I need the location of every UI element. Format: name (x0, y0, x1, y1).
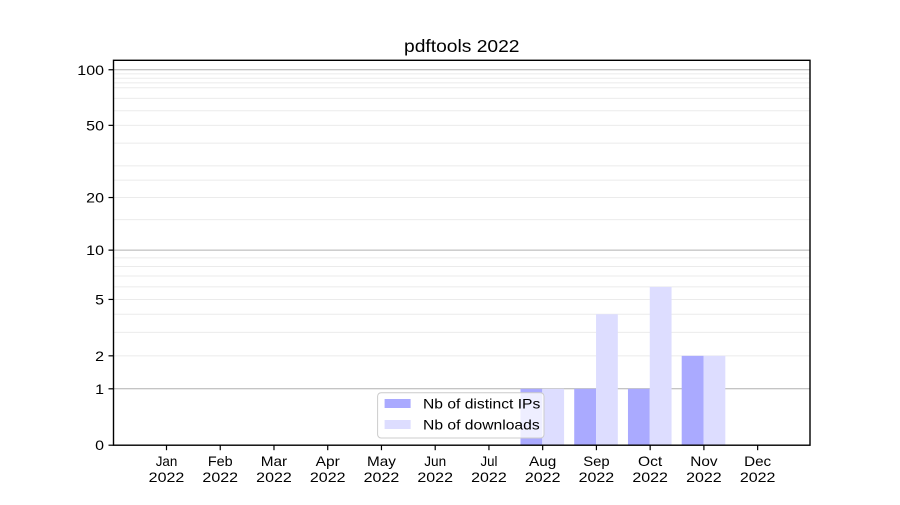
svg-text:10: 10 (86, 242, 104, 258)
svg-text:2022: 2022 (471, 469, 507, 485)
svg-text:Jun: Jun (424, 453, 446, 469)
svg-text:Dec: Dec (744, 453, 771, 469)
svg-text:Jan: Jan (156, 453, 178, 469)
svg-text:2022: 2022 (310, 469, 346, 485)
svg-text:Mar: Mar (261, 453, 288, 469)
svg-text:2022: 2022 (632, 469, 668, 485)
svg-text:5: 5 (95, 291, 104, 307)
svg-text:pdftools 2022: pdftools 2022 (404, 36, 520, 56)
svg-text:20: 20 (86, 190, 104, 206)
svg-text:Nb of downloads: Nb of downloads (423, 417, 540, 433)
svg-text:2022: 2022 (686, 469, 722, 485)
svg-text:2022: 2022 (256, 469, 292, 485)
svg-text:2022: 2022 (525, 469, 561, 485)
svg-text:May: May (367, 453, 396, 469)
svg-text:Sep: Sep (583, 453, 610, 469)
svg-text:50: 50 (86, 117, 104, 133)
svg-text:0: 0 (95, 437, 104, 453)
svg-text:Aug: Aug (529, 453, 556, 469)
svg-text:2022: 2022 (579, 469, 615, 485)
svg-text:2022: 2022 (740, 469, 776, 485)
svg-text:Jul: Jul (480, 453, 497, 469)
svg-text:Nov: Nov (690, 453, 717, 469)
svg-text:2022: 2022 (417, 469, 453, 485)
svg-text:100: 100 (77, 62, 104, 78)
svg-text:2022: 2022 (149, 469, 185, 485)
svg-text:Apr: Apr (316, 453, 341, 469)
svg-text:2: 2 (95, 348, 104, 364)
svg-text:1: 1 (95, 381, 104, 397)
svg-text:Nb of distinct IPs: Nb of distinct IPs (423, 396, 540, 412)
svg-text:Feb: Feb (208, 453, 233, 469)
svg-text:2022: 2022 (202, 469, 238, 485)
svg-text:Oct: Oct (638, 453, 662, 469)
svg-text:2022: 2022 (364, 469, 400, 485)
